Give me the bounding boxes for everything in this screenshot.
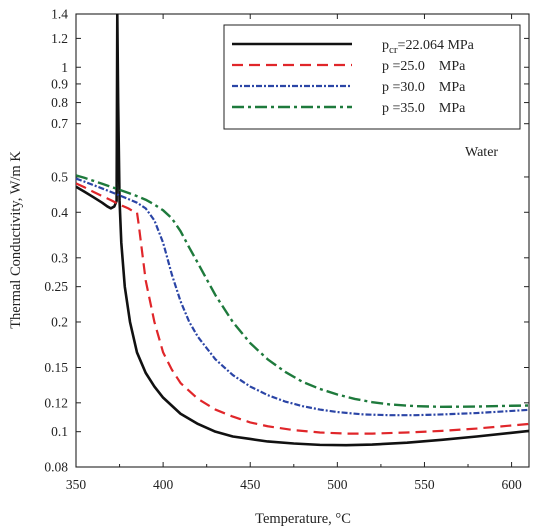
x-tick-label: 500 bbox=[327, 477, 348, 492]
x-tick-label: 600 bbox=[501, 477, 522, 492]
legend-label-1: p =25.0 MPa bbox=[382, 59, 466, 74]
y-tick-label: 0.25 bbox=[44, 279, 68, 294]
y-tick-label: 1 bbox=[61, 60, 68, 75]
legend-label-0: pcr=22.064 MPa bbox=[382, 38, 475, 56]
legend-label-prefix: p bbox=[382, 38, 389, 53]
legend-label-suffix: =22.064 MPa bbox=[398, 38, 475, 53]
y-axis-ticks: 1.4 1.2 10.9 0.8 0.7 0.5 0.4 0.3 0.25 0.2 0.15 0.12… bbox=[44, 7, 529, 475]
legend-label-prefix: p bbox=[382, 59, 389, 74]
y-tick-label: 0.7 bbox=[51, 116, 68, 131]
x-tick-label: 400 bbox=[153, 477, 174, 492]
y-axis-title: Thermal Conductivity, W/m K bbox=[8, 151, 24, 329]
series-line-0 bbox=[76, 14, 529, 447]
y-tick-label: 0.5 bbox=[51, 169, 68, 184]
legend-label-suffix: =35.0 MPa bbox=[389, 101, 466, 116]
y-tick-label: 0.12 bbox=[44, 395, 68, 410]
legend-label-suffix: =25.0 MPa bbox=[389, 59, 466, 74]
y-tick-label: 0.8 bbox=[51, 95, 68, 110]
y-tick-label: 0.08 bbox=[44, 460, 68, 475]
series-lines bbox=[76, 14, 529, 447]
legend-label-subscript: cr bbox=[389, 44, 398, 56]
y-tick-label: 0.2 bbox=[51, 314, 68, 329]
legend-box bbox=[223, 24, 521, 130]
y-tick-label: 0.3 bbox=[51, 250, 68, 265]
series-line-2 bbox=[76, 177, 529, 417]
y-tick-label: 0.9 bbox=[51, 76, 68, 91]
annotation-water: Water bbox=[465, 145, 498, 160]
x-tick-label: 350 bbox=[66, 477, 87, 492]
y-tick-label: 0.1 bbox=[51, 424, 68, 439]
x-tick-label: 550 bbox=[414, 477, 435, 492]
x-axis-title: Temperature, °C bbox=[255, 511, 351, 527]
legend-label-prefix: p bbox=[382, 101, 389, 116]
series-line-3 bbox=[76, 174, 529, 409]
x-axis-ticks: 350 400 450 500 550 600 bbox=[66, 14, 522, 492]
y-tick-label: 1.2 bbox=[51, 31, 68, 46]
x-tick-label: 450 bbox=[240, 477, 261, 492]
legend-label-suffix: =30.0 MPa bbox=[389, 80, 466, 95]
legend-label-2: p =30.0 MPa bbox=[382, 80, 466, 95]
y-tick-label: 0.15 bbox=[44, 360, 68, 375]
y-tick-label: 1.4 bbox=[51, 7, 68, 22]
legend-label-prefix: p bbox=[382, 80, 389, 95]
y-tick-label: 0.4 bbox=[51, 205, 68, 220]
legend-label-3: p =35.0 MPa bbox=[382, 101, 466, 116]
